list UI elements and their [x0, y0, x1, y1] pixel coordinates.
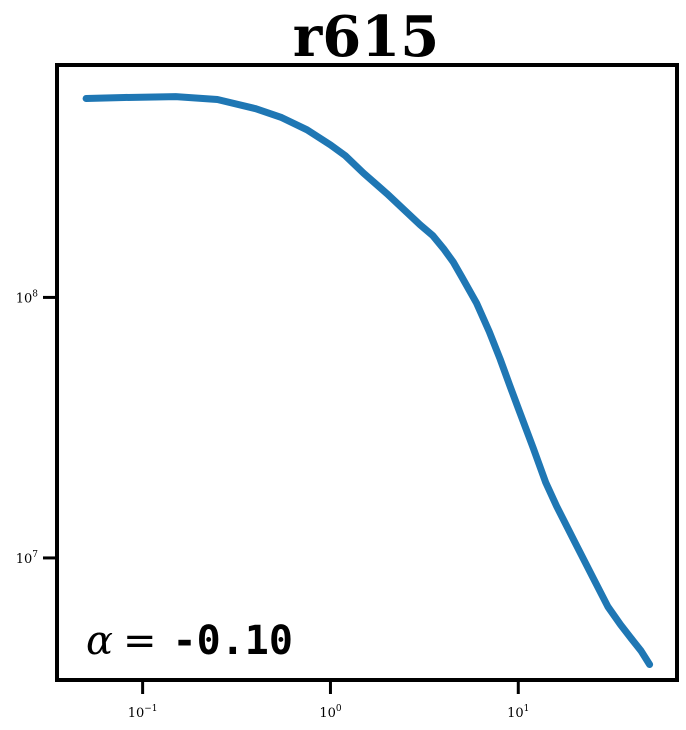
alpha-symbol: α	[86, 618, 113, 664]
x-tick-label-1: 100	[319, 704, 342, 721]
series-layer	[82, 93, 654, 668]
x-tick-label-0: 10−1	[128, 704, 158, 721]
y-tick-label-0: 107	[16, 550, 39, 567]
chart-title: r615	[293, 4, 439, 70]
alpha-annotation: α = -0.10	[86, 618, 293, 664]
plot-frame	[55, 63, 679, 682]
series-line-0	[82, 93, 654, 668]
x-tick-label-2: 101	[507, 704, 529, 721]
alpha-value: -0.10	[173, 618, 293, 664]
x-axis: 10−1 100 101	[128, 680, 529, 721]
y-axis: 107 108	[16, 289, 57, 567]
alpha-equals: =	[123, 618, 157, 664]
y-tick-label-1: 108	[16, 289, 39, 306]
